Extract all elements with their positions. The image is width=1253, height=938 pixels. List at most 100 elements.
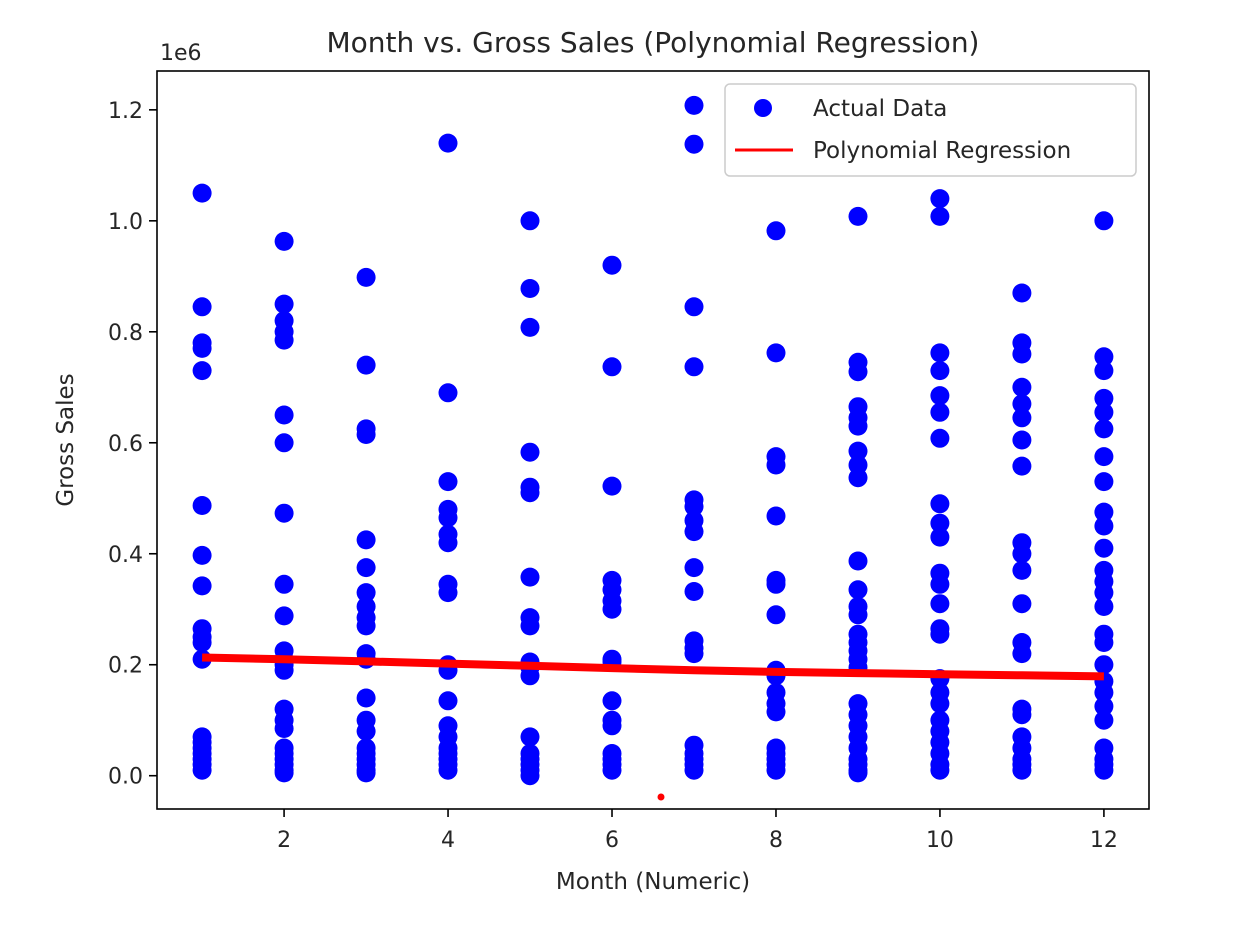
data-point <box>274 660 294 680</box>
data-point <box>1012 456 1032 476</box>
y-tick-label: 0.0 <box>108 765 143 790</box>
y-tick-label: 1.0 <box>108 210 143 235</box>
data-point <box>930 574 950 594</box>
data-point <box>356 355 376 375</box>
data-point <box>1012 760 1032 780</box>
data-point <box>930 594 950 614</box>
data-point <box>684 297 704 317</box>
data-point <box>520 666 540 686</box>
data-point <box>356 616 376 636</box>
data-point <box>438 508 458 528</box>
data-point <box>1012 644 1032 664</box>
regression-line-layer <box>202 653 1104 681</box>
x-tick-label: 6 <box>605 828 619 853</box>
data-point <box>356 688 376 708</box>
points-layer <box>192 95 1114 786</box>
data-point <box>356 267 376 287</box>
data-point <box>1094 472 1114 492</box>
data-point <box>1094 538 1114 558</box>
data-point <box>930 694 950 714</box>
data-point <box>684 558 704 578</box>
data-point <box>1094 211 1114 231</box>
data-point <box>438 133 458 153</box>
y-axis-ticks: 0.0 0.2 0.4 0.6 0.8 1.0 1.2 <box>108 99 157 790</box>
data-point <box>930 206 950 226</box>
data-point <box>192 496 212 515</box>
y-tick-label: 0.4 <box>108 543 143 568</box>
data-point <box>684 582 704 601</box>
data-point <box>520 727 540 747</box>
y-tick-label: 1.2 <box>108 99 143 124</box>
data-point <box>1094 388 1114 408</box>
data-point <box>520 442 540 462</box>
chart-title: Month vs. Gross Sales (Polynomial Regres… <box>327 26 980 59</box>
data-point <box>274 231 294 251</box>
x-tick-label: 12 <box>1090 828 1118 853</box>
data-point <box>438 760 458 780</box>
data-point <box>684 134 704 154</box>
legend-box <box>724 83 1137 177</box>
data-point <box>1012 394 1032 414</box>
data-point <box>1012 544 1032 564</box>
data-point <box>930 386 950 406</box>
data-point <box>438 472 458 492</box>
data-point <box>1094 683 1114 702</box>
data-point <box>1012 408 1032 428</box>
data-point <box>930 624 950 644</box>
data-point <box>684 497 704 517</box>
data-point <box>356 530 376 550</box>
data-point <box>848 763 868 783</box>
data-point <box>848 580 868 600</box>
data-point <box>274 606 294 626</box>
data-point <box>766 760 786 780</box>
data-point <box>274 294 294 314</box>
data-point <box>766 221 786 241</box>
data-point <box>602 357 622 377</box>
data-point <box>930 361 950 381</box>
data-point <box>274 330 294 350</box>
x-tick-label: 2 <box>277 828 291 853</box>
data-point <box>1012 594 1032 614</box>
data-point <box>684 522 704 542</box>
data-point <box>1012 705 1032 725</box>
y-tick-label: 0.6 <box>108 432 143 457</box>
data-point <box>1094 583 1114 603</box>
regression-line <box>202 653 1104 681</box>
data-point <box>1012 283 1032 303</box>
data-point <box>930 428 950 448</box>
data-point <box>602 255 622 275</box>
data-point <box>930 343 950 363</box>
stray-red-dot <box>657 793 665 801</box>
data-point <box>438 533 458 553</box>
data-point <box>1094 361 1114 381</box>
data-point <box>1012 377 1032 397</box>
data-point <box>1094 655 1114 675</box>
data-point <box>274 574 294 594</box>
data-point <box>274 405 294 425</box>
data-point <box>356 721 376 741</box>
data-point <box>274 763 294 783</box>
data-point <box>192 545 212 565</box>
y-offset-label: 1e6 <box>160 41 202 66</box>
legend-label-polynomial-regression: Polynomial Regression <box>813 138 1071 164</box>
data-point <box>1012 344 1032 364</box>
data-point <box>1094 633 1114 652</box>
data-point <box>192 576 212 596</box>
data-point <box>520 766 540 786</box>
data-point <box>602 476 622 496</box>
data-point <box>274 719 294 738</box>
data-point <box>438 691 458 711</box>
data-point <box>192 338 212 358</box>
data-point <box>356 763 376 783</box>
data-point <box>848 362 868 382</box>
data-point <box>766 702 786 722</box>
data-point <box>438 583 458 603</box>
data-point <box>848 551 868 571</box>
data-point <box>1094 760 1114 780</box>
data-point <box>684 357 704 377</box>
legend: Actual Data Polynomial Regression <box>724 83 1137 177</box>
data-point <box>1094 696 1114 716</box>
data-point <box>1012 560 1032 580</box>
data-point <box>520 567 540 587</box>
